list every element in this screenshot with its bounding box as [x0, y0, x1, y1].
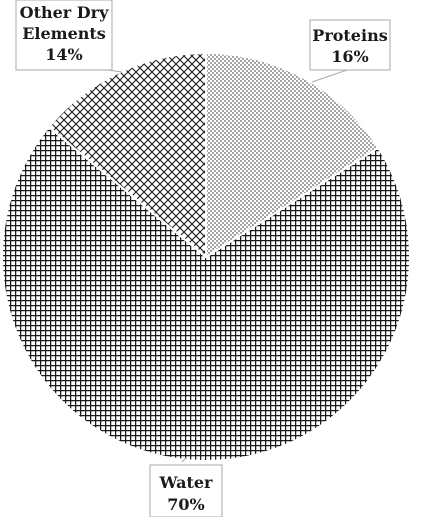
water-label-name: Water: [159, 473, 214, 492]
other-dry-label-value: 14%: [45, 45, 82, 64]
proteins-leader-line: [311, 68, 351, 83]
other-dry-label-name-line2: Elements: [22, 24, 106, 43]
water-label: Water 70%: [149, 464, 223, 517]
water-leader-line: [181, 457, 187, 463]
pie-slice-water: [1, 125, 411, 463]
other-dry-elements-label: Other Dry Elements 14%: [15, 0, 113, 71]
pie-slice-proteins: [205, 51, 380, 259]
proteins-label-value: 16%: [331, 47, 368, 66]
pie-slice-other-dry-elements: [47, 51, 207, 260]
proteins-label-name: Proteins: [312, 26, 387, 45]
proteins-label: Proteins 16%: [309, 19, 391, 71]
water-label-value: 70%: [167, 495, 204, 514]
water-label-box: [149, 464, 223, 517]
other-dry-label-name-line1: Other Dry: [20, 3, 109, 22]
other-dry-label-box: [15, 0, 113, 71]
pie-slices: [1, 51, 411, 463]
proteins-label-box: [309, 19, 391, 71]
